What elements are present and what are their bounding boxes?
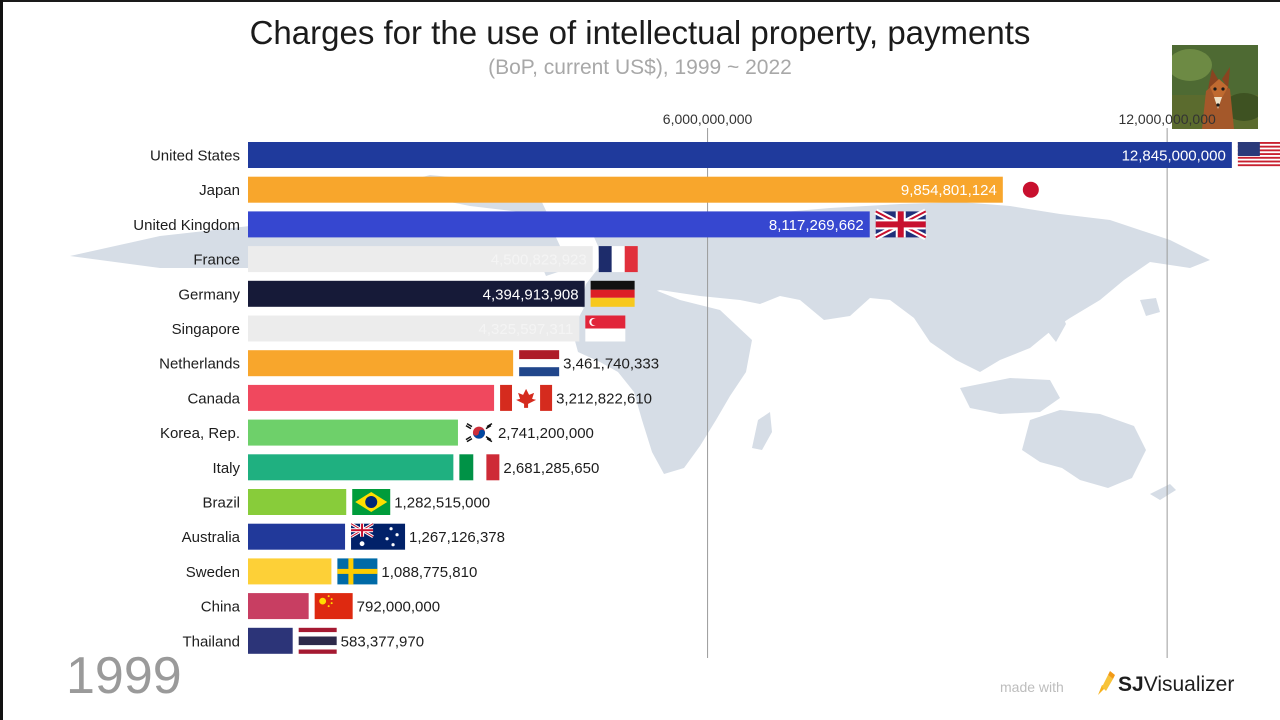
fox-thumbnail-image: [1172, 45, 1258, 129]
uk-flag-icon: [874, 208, 928, 241]
bar-japan: [248, 176, 1003, 203]
chart-title: Charges for the use of intellectual prop…: [249, 14, 1031, 51]
value-label-sweden: 1,088,775,810: [381, 564, 477, 581]
watermark-faint-text: made with: [1000, 679, 1064, 695]
country-label-korea-rep: Korea, Rep.: [160, 425, 240, 442]
value-label-italy: 2,681,285,650: [503, 460, 599, 477]
thailand-flag-icon: [298, 627, 337, 654]
bar-united-states: [248, 142, 1232, 168]
bar-germany: [248, 280, 585, 307]
country-label-united-kingdom: United Kingdom: [133, 217, 240, 234]
sweden-flag-icon: [337, 558, 378, 585]
france-flag-icon: [598, 246, 638, 273]
country-label-singapore: Singapore: [172, 321, 240, 338]
bar-korea-rep: [248, 419, 458, 446]
value-label-canada: 3,212,822,610: [556, 390, 652, 407]
country-label-france: France: [193, 252, 240, 269]
bar-australia: [248, 523, 346, 550]
bar-netherlands: [248, 350, 514, 377]
tick-label-1: 12,000,000,000: [1118, 111, 1216, 127]
brazil-flag-icon: [352, 489, 391, 515]
value-label-singapore: 4,325,597,311: [479, 321, 574, 338]
country-label-italy: Italy: [212, 460, 240, 477]
country-label-brazil: Brazil: [202, 495, 240, 512]
year-label: 1999: [66, 647, 182, 705]
value-label-france: 4,500,823,923: [491, 252, 587, 269]
netherlands-flag-icon: [519, 350, 560, 377]
frame-top-border: [0, 0, 1280, 2]
bar-brazil: [248, 489, 347, 515]
flags: [298, 142, 1280, 654]
singapore-flag-icon: [585, 315, 626, 342]
country-label-canada: Canada: [187, 390, 240, 407]
value-label-china: 792,000,000: [357, 599, 440, 616]
korea-flag-icon: [463, 419, 494, 446]
sjvisualizer-logo-icon: [1098, 671, 1115, 695]
chart-subtitle: (BoP, current US$), 1999 ~ 2022: [488, 56, 792, 79]
italy-flag-icon: [459, 454, 500, 481]
watermark-brand-text: SJVisualizer: [1118, 673, 1234, 697]
bar-china: [248, 593, 309, 620]
country-label-netherlands: Netherlands: [159, 356, 240, 373]
value-label-united-kingdom: 8,117,269,662: [769, 217, 864, 234]
country-label-sweden: Sweden: [186, 564, 240, 581]
australia-flag-icon: [350, 522, 406, 550]
value-label-germany: 4,394,913,908: [483, 286, 579, 303]
bars: United States 12,845,000,000 Japan 9,854,80…: [133, 142, 1232, 654]
bar-united-kingdom: [248, 211, 870, 238]
country-label-china: China: [201, 599, 241, 616]
value-label-korea-rep: 2,741,200,000: [498, 425, 594, 442]
country-label-united-states: United States: [150, 148, 240, 165]
frame-left-border: [0, 0, 3, 720]
country-label-thailand: Thailand: [182, 633, 240, 650]
germany-flag-icon: [590, 280, 635, 307]
country-label-germany: Germany: [178, 286, 240, 303]
china-flag-icon: [314, 593, 353, 620]
value-label-australia: 1,267,126,378: [409, 529, 505, 546]
watermark-brand-light: Visualizer: [1143, 673, 1235, 696]
country-label-australia: Australia: [182, 529, 241, 546]
value-label-united-states: 12,845,000,000: [1122, 148, 1226, 165]
bar-france: [248, 246, 593, 273]
bar-italy: [248, 454, 454, 481]
bar-canada: [248, 384, 495, 411]
value-label-thailand: 583,377,970: [341, 633, 424, 650]
value-label-netherlands: 3,461,740,333: [563, 356, 659, 373]
tick-labels: 6,000,000,000 12,000,000,000: [663, 111, 1216, 127]
value-label-japan: 9,854,801,124: [901, 182, 997, 199]
tick-label-0: 6,000,000,000: [663, 111, 753, 127]
canada-flag-icon: [500, 384, 553, 411]
country-label-japan: Japan: [199, 182, 240, 199]
us-flag-icon: [1237, 142, 1280, 167]
bar-sweden: [248, 558, 332, 585]
bar-singapore: [248, 315, 580, 342]
watermark-brand-bold: SJ: [1118, 673, 1144, 696]
japan-flag-icon: [1020, 176, 1071, 203]
bar-thailand: [248, 627, 293, 654]
value-label-brazil: 1,282,515,000: [394, 495, 490, 512]
sjvisualizer-watermark: made with SJVisualizer: [1000, 671, 1240, 701]
